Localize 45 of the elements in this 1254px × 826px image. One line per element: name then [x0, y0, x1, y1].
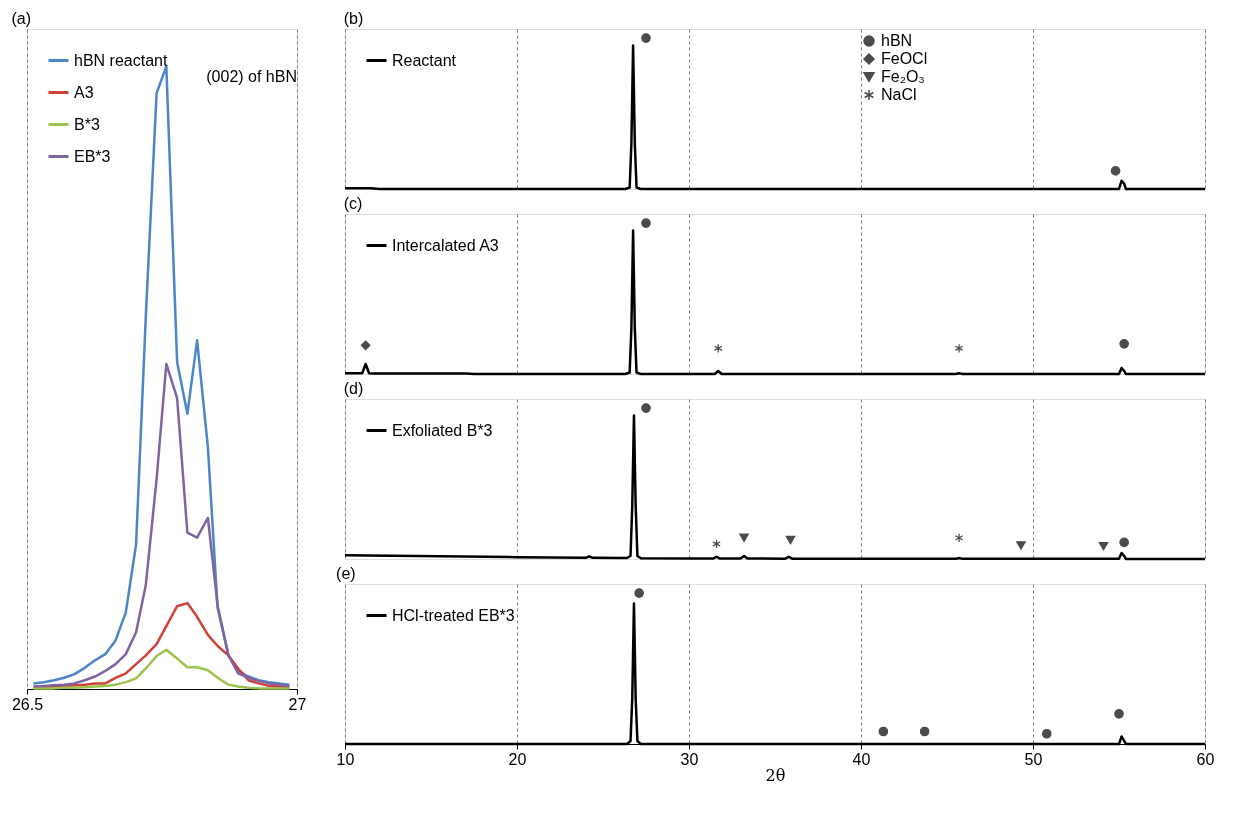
- legend-label: Exfoliated B*3: [392, 421, 493, 439]
- point: [1016, 541, 1026, 550]
- chart-title: (e): [336, 565, 356, 582]
- point: [634, 588, 644, 598]
- point: [785, 535, 796, 545]
- legend-label: NaCl: [881, 86, 917, 103]
- point: [954, 343, 964, 354]
- point: [713, 343, 723, 354]
- legend-label: EB*3: [74, 147, 111, 165]
- point: [1119, 537, 1129, 548]
- legend-label: Intercalated A3: [392, 236, 499, 254]
- x-axis-title: 2θ: [765, 765, 786, 785]
- point: [712, 539, 721, 549]
- x-tick-label: 30: [680, 750, 699, 768]
- x-tick-label: 26.5: [11, 695, 44, 713]
- point: [739, 533, 749, 543]
- legend-label: Reactant: [392, 51, 457, 69]
- x-tick-label: 60: [1196, 750, 1215, 768]
- point: [878, 726, 889, 737]
- x-tick-label: 20: [508, 750, 527, 768]
- legend-label: HCl-treated EB*3: [392, 606, 515, 624]
- annotation: (002) of hBN: [206, 68, 297, 85]
- point: [1041, 728, 1052, 739]
- x-tick-label: 40: [852, 750, 871, 768]
- legend-label: A3: [74, 83, 94, 101]
- point: [641, 403, 651, 413]
- x-tick-label: 27: [288, 695, 307, 713]
- point: [1098, 541, 1109, 551]
- chart-title: (a): [11, 10, 31, 27]
- legend-label: FeOCl: [881, 50, 928, 67]
- legend-label: hBN: [881, 32, 913, 49]
- point: [1119, 338, 1129, 349]
- point: [641, 218, 651, 228]
- x-tick-label: 10: [336, 750, 355, 768]
- chart-title: (d): [343, 380, 364, 397]
- legend-label: B*3: [74, 115, 100, 133]
- point: [919, 726, 930, 737]
- point: [360, 340, 371, 351]
- point: [1114, 708, 1124, 719]
- legend-label: Fe₂O₃: [881, 68, 925, 85]
- chart-title: (c): [343, 195, 363, 212]
- legend-label: hBN reactant: [74, 51, 168, 69]
- x-tick-label: 50: [1024, 750, 1043, 768]
- point: [954, 533, 964, 543]
- chart-title: (b): [343, 10, 364, 27]
